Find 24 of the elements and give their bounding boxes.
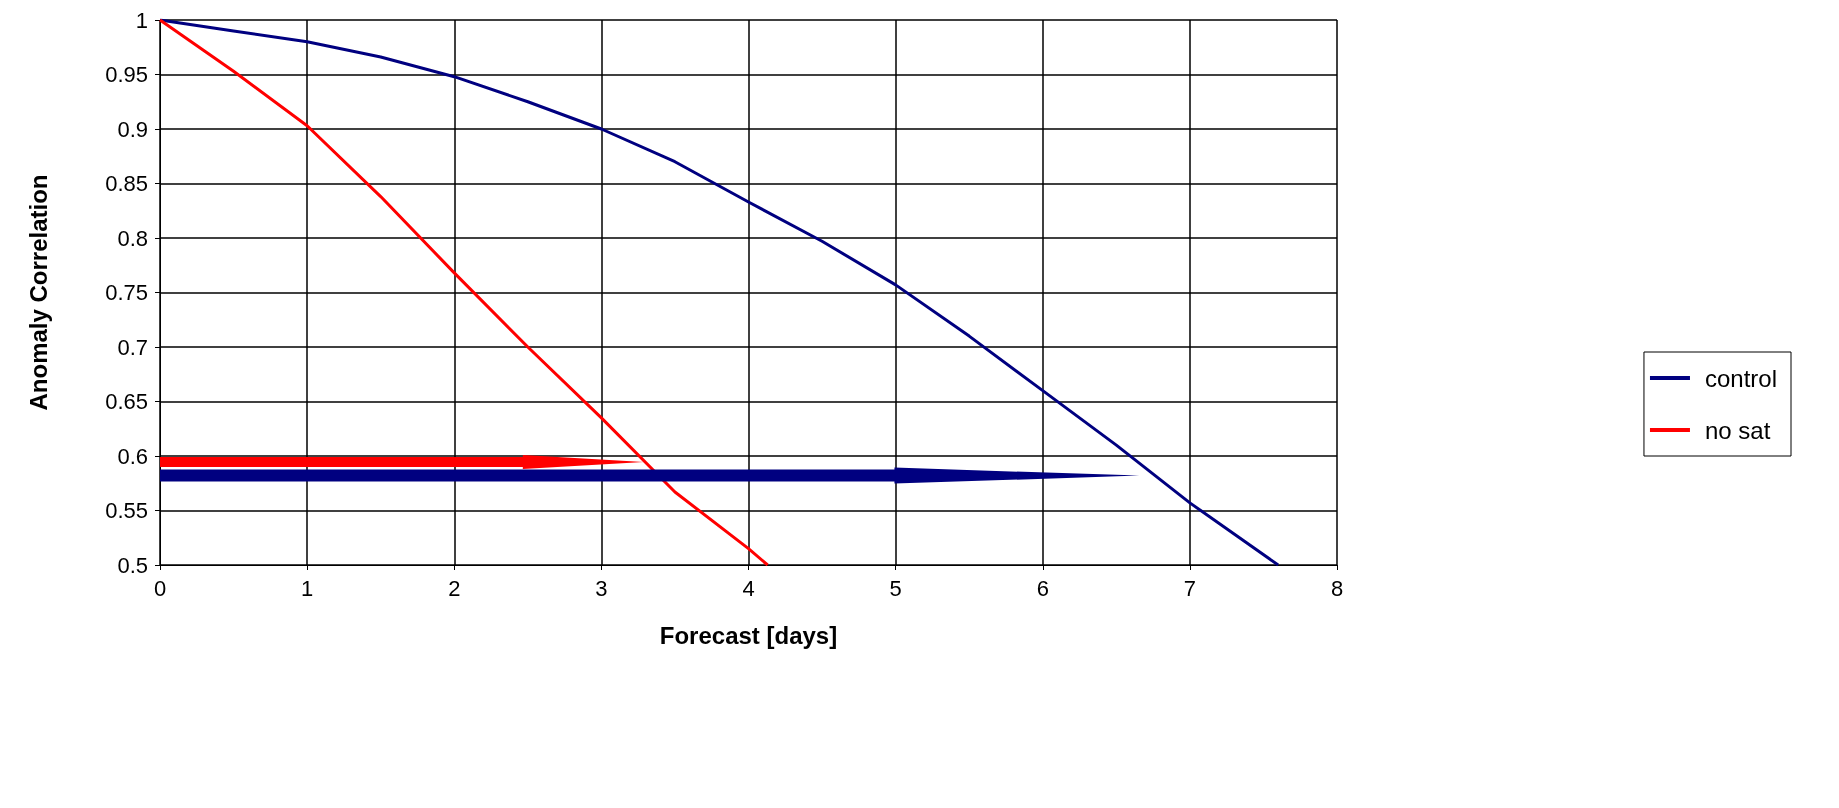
- x-tick-label: 1: [301, 575, 314, 601]
- y-tick-label: 0.5: [117, 552, 148, 578]
- y-tick-label: 0.9: [117, 116, 148, 142]
- y-tick-label: 0.65: [105, 389, 148, 414]
- legend-label: control: [1704, 364, 1778, 392]
- y-tick-label: 0.75: [105, 280, 148, 305]
- x-tick-label: 8: [1330, 575, 1344, 601]
- legend-label: no sat: [1704, 416, 1771, 444]
- y-tick-label: 0.7: [117, 334, 148, 360]
- x-tick-label: 0: [153, 575, 167, 601]
- x-axis-title: Forecast [days]: [659, 621, 838, 649]
- y-tick-label: 0.8: [117, 225, 148, 251]
- y-tick-label: 0.85: [105, 171, 148, 196]
- x-tick-label: 7: [1183, 575, 1196, 601]
- x-tick-label: 6: [1036, 575, 1049, 601]
- y-tick-label: 0.55: [105, 498, 148, 523]
- x-tick-label: 3: [595, 575, 608, 601]
- x-tick-label: 5: [889, 575, 902, 601]
- y-tick-label: 0.6: [117, 443, 148, 469]
- y-tick-label: 1: [135, 7, 148, 33]
- y-tick-label: 0.95: [105, 62, 148, 87]
- y-axis-title: Anomaly Correlation: [24, 174, 52, 411]
- x-tick-label: 4: [742, 575, 755, 601]
- x-tick-label: 2: [448, 575, 461, 601]
